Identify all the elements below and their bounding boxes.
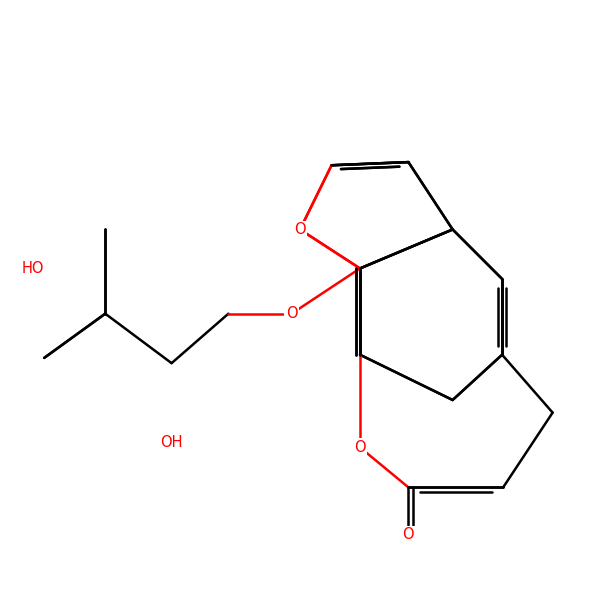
Text: O: O: [294, 222, 306, 237]
Text: O: O: [403, 527, 414, 542]
Text: O: O: [286, 306, 298, 321]
Text: O: O: [354, 440, 366, 455]
Text: OH: OH: [160, 434, 183, 449]
Text: HO: HO: [22, 261, 44, 276]
